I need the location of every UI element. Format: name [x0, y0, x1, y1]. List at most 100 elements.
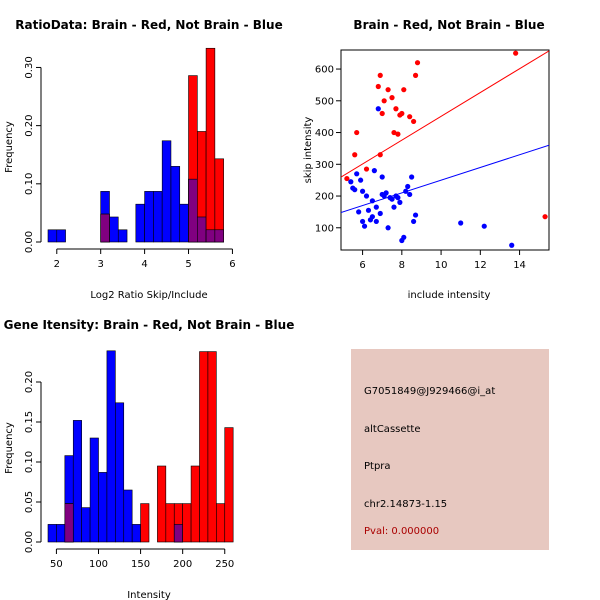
gene-intensity-histogram-bar-brain	[157, 465, 167, 543]
gene-intensity-histogram-y-tick-label: 0.00	[24, 531, 35, 553]
intensity-scatter-y-tick-label: 600	[315, 65, 334, 76]
intensity-scatter-title: Brain - Red, Not Brain - Blue	[353, 18, 544, 32]
scatter-point-brain	[381, 98, 387, 104]
scatter-point-not-brain	[397, 199, 403, 205]
gene-intensity-histogram-x-tick-label: 100	[89, 559, 108, 570]
gene-intensity-histogram-x-tick-label: 200	[173, 559, 192, 570]
scatter-point-brain	[414, 60, 421, 66]
scatter-point-not-brain	[403, 188, 409, 194]
scatter-point-brain	[385, 87, 391, 93]
scatter-point-brain	[393, 106, 399, 112]
scatter-point-not-brain	[373, 204, 379, 210]
gene-intensity-histogram-bar-brain	[224, 427, 234, 543]
scatter-point-brain	[377, 152, 383, 158]
ratio-histogram-bar-overlap	[188, 178, 198, 243]
scatter-point-not-brain	[354, 171, 360, 177]
gene-intensity-histogram-y-tick-label: 0.05	[24, 491, 35, 513]
gene-intensity-histogram-bar-not-brain	[81, 507, 91, 543]
regression-line-not-brain	[341, 144, 549, 214]
intensity-scatter-y-tick-label: 500	[315, 96, 334, 107]
scatter-point-brain	[379, 110, 385, 117]
gene-intensity-histogram-bar-brain	[207, 351, 217, 543]
ratio-histogram-bar-not-brain	[109, 216, 119, 243]
scatter-point-not-brain	[363, 193, 370, 199]
intensity-scatter-y-tick-label: 200	[315, 192, 334, 203]
gene-intensity-histogram-bar-brain	[216, 503, 226, 543]
ratio-histogram-bar-not-brain	[135, 203, 145, 243]
scatter-point-not-brain	[458, 220, 464, 226]
ratio-histogram-bars	[47, 47, 224, 243]
intensity-scatter-y-tick-label: 400	[315, 128, 334, 139]
scatter-point-not-brain	[356, 209, 362, 215]
intensity-scatter-x-tick-label: 10	[435, 260, 448, 271]
ratio-histogram-title: RatioData: Brain - Red, Not Brain - Blue	[15, 18, 282, 32]
ratio-histogram-bar-not-brain	[56, 229, 66, 243]
scatter-point-brain	[377, 72, 383, 78]
ratio-histogram-bar-overlap	[205, 229, 216, 243]
probe-info-box: G7051849@J929466@i_at altCassette Ptpra …	[351, 349, 549, 550]
gene-intensity-histogram-x-tick-label: 150	[131, 559, 150, 570]
intensity-scatter-panel: Brain - Red, Not Brain - Blue 6 8 10 12 14 10…	[303, 18, 550, 301]
scatter-point-brain	[395, 131, 401, 137]
scatter-point-not-brain	[365, 207, 372, 213]
intensity-scatter-x-tick-label: 6	[359, 260, 365, 271]
scatter-point-brain	[363, 166, 370, 172]
scatter-point-not-brain	[412, 212, 419, 218]
probe-id: G7051849@J929466@i_at	[364, 386, 496, 397]
gene-intensity-histogram-bar-overlap	[173, 524, 183, 543]
intensity-scatter-plot	[340, 49, 550, 251]
scatter-point-not-brain	[375, 106, 381, 112]
gene-intensity-histogram-bar-not-brain	[89, 437, 99, 543]
scatter-point-not-brain	[361, 223, 368, 229]
scatter-point-brain	[352, 152, 358, 158]
scatter-point-not-brain	[377, 210, 383, 217]
gene-name: Ptpra	[364, 461, 391, 472]
gene-intensity-histogram-xlabel: Intensity	[127, 590, 171, 600]
gene-intensity-histogram-bar-not-brain	[56, 524, 66, 543]
scatter-point-not-brain	[373, 218, 379, 225]
ratio-histogram-x-tick-label: 4	[141, 259, 147, 270]
ratio-histogram-bar-not-brain	[179, 203, 189, 243]
scatter-point-not-brain	[407, 191, 413, 198]
scatter-point-brain	[412, 72, 419, 78]
ratio-histogram-bar-not-brain	[117, 229, 128, 243]
scatter-point-brain	[401, 87, 407, 93]
scatter-point-brain	[389, 95, 395, 101]
gene-intensity-histogram-bar-brain	[199, 351, 209, 543]
ratio-histogram-x-tick-label: 5	[185, 259, 191, 270]
scatter-point-not-brain	[348, 179, 354, 185]
intensity-scatter-xlabel: include intensity	[408, 290, 491, 301]
intensity-scatter-content	[341, 50, 549, 248]
gene-intensity-histogram-bar-brain	[165, 503, 175, 543]
scatter-point-not-brain	[401, 234, 407, 240]
gene-intensity-histogram-bar-overlap	[64, 503, 74, 543]
ratio-histogram-bar-overlap	[100, 213, 110, 243]
event-type: altCassette	[364, 424, 421, 435]
scatter-point-not-brain	[371, 168, 377, 174]
intensity-scatter-x-tick-label: 14	[513, 260, 526, 271]
gene-intensity-histogram-bar-not-brain	[123, 489, 133, 543]
scatter-point-not-brain	[391, 204, 397, 210]
genomic-location: chr2.14873-1.15	[364, 499, 448, 510]
intensity-scatter-x-tick-label: 12	[474, 260, 487, 271]
ratio-histogram-bar-not-brain	[47, 229, 58, 243]
scatter-point-brain	[391, 129, 397, 136]
gene-intensity-histogram-bar-not-brain	[47, 524, 57, 543]
gene-intensity-histogram-panel: Gene Itensity: Brain - Red, Not Brain - …	[4, 318, 295, 600]
ratio-histogram-bar-not-brain	[153, 191, 163, 243]
scatter-point-not-brain	[359, 188, 366, 194]
scatter-point-not-brain	[395, 195, 401, 201]
scatter-point-not-brain	[369, 198, 375, 204]
scatter-point-not-brain	[481, 223, 487, 229]
ratio-histogram-bar-not-brain	[170, 166, 181, 243]
scatter-point-brain	[542, 214, 548, 220]
ratio-histogram-x-tick-label: 6	[229, 259, 235, 270]
ratio-histogram-bar-brain	[205, 47, 216, 243]
intensity-scatter-x-tick-label: 8	[399, 260, 405, 271]
scatter-point-not-brain	[379, 174, 385, 180]
intensity-scatter-y-tick-label: 300	[315, 160, 334, 171]
scatter-point-not-brain	[409, 174, 415, 180]
ratio-histogram-x-tick-label: 2	[54, 259, 60, 270]
scatter-point-not-brain	[352, 187, 358, 193]
scatter-point-brain	[399, 110, 405, 117]
